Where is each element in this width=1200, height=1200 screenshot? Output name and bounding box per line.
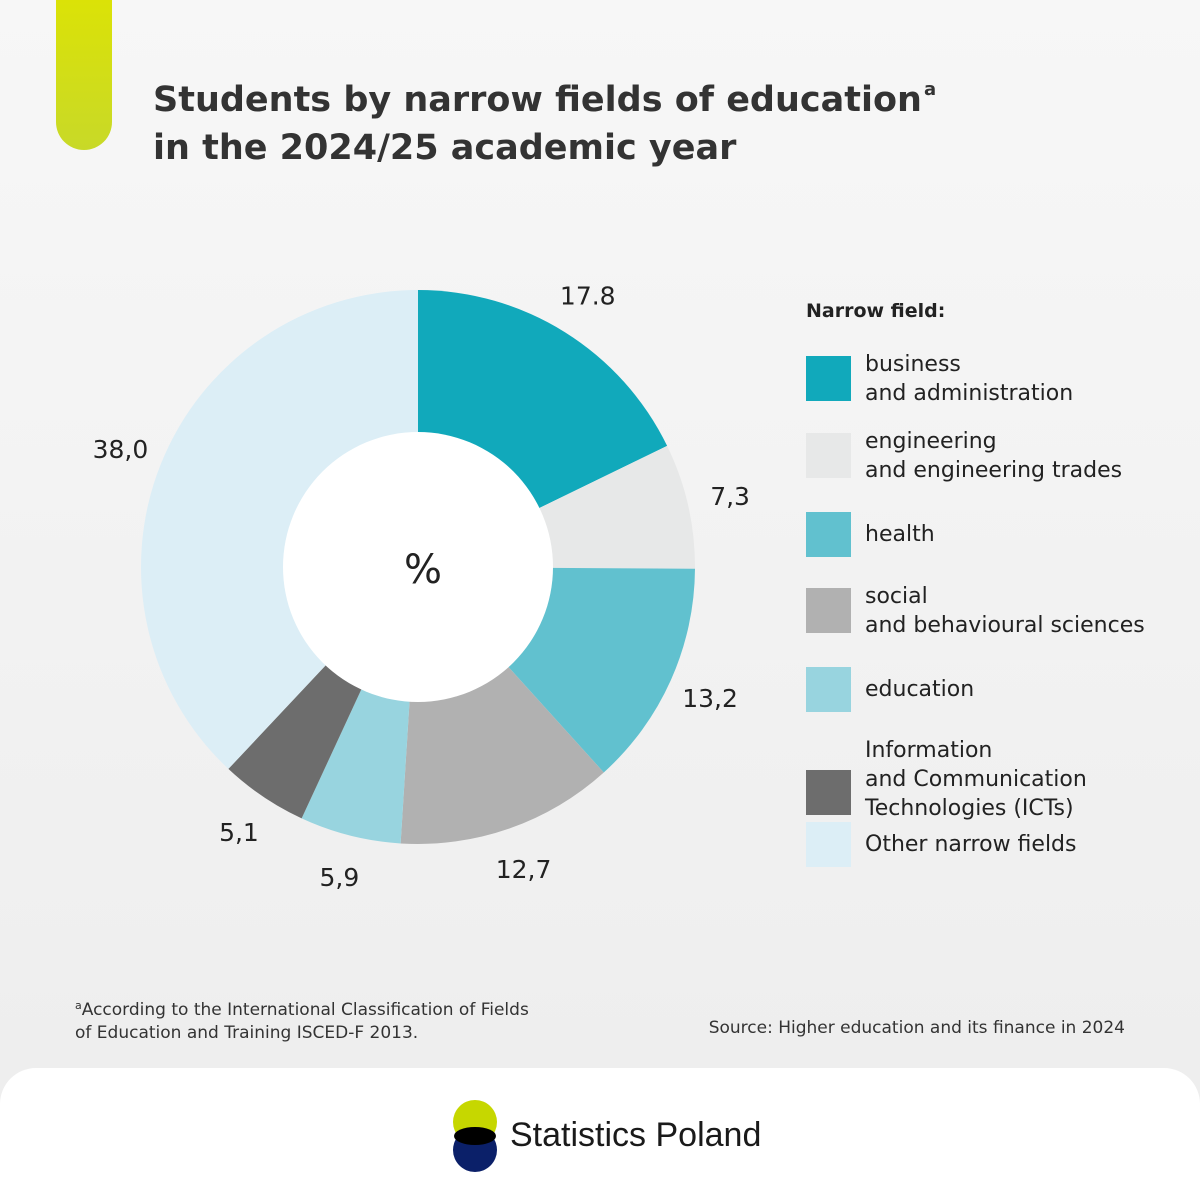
- legend-swatch: [806, 512, 851, 557]
- value-label-engineering-and-engineering-trades: 7,3: [710, 482, 750, 511]
- title-footnote-marker: a: [923, 79, 937, 100]
- legend-label: social and behavioural sciences: [865, 584, 1145, 638]
- legend-swatch: [806, 433, 851, 478]
- legend-label: business and administration: [865, 352, 1074, 406]
- legend-label: education: [865, 677, 975, 702]
- statistics-poland-logo-icon: [453, 1100, 497, 1172]
- center-unit-label: %: [404, 547, 442, 593]
- value-label-business-and-administration: 17.8: [560, 282, 616, 311]
- legend-title: Narrow field:: [806, 300, 946, 322]
- donut-hole: [283, 432, 553, 702]
- chart-title-line1: Students by narrow fields of education: [153, 80, 922, 120]
- legend-label: engineering and engineering trades: [865, 429, 1123, 483]
- footnote-text: According to the International Classific…: [75, 1000, 529, 1043]
- legend-swatch: [806, 822, 851, 867]
- legend-label: health: [865, 522, 935, 547]
- value-label-other-narrow-fields: 38,0: [93, 435, 149, 464]
- brand-name: Statistics Poland: [510, 1116, 762, 1154]
- legend-swatch: [806, 770, 851, 815]
- legend-swatch: [806, 356, 851, 401]
- legend: Narrow field: business and administratio…: [806, 300, 1186, 867]
- value-label-education: 5,9: [320, 863, 360, 892]
- legend-label: Information and Communication Technologi…: [865, 738, 1087, 821]
- footnote: aAccording to the International Classifi…: [75, 994, 595, 1045]
- slice-other-narrow-fields: [140, 290, 418, 769]
- footnote-marker: a: [75, 999, 82, 1012]
- value-label-information-and-communication-technologies-icts: 5,1: [219, 818, 259, 847]
- footer: Statistics Poland: [0, 1068, 1200, 1200]
- chart-title: Students by narrow fields of education a …: [153, 66, 936, 172]
- source-note: Source: Higher education and its finance…: [708, 1018, 1125, 1038]
- value-label-health: 13,2: [682, 684, 738, 713]
- chart-title-line2: in the 2024/25 academic year: [153, 128, 737, 168]
- legend-swatch: [806, 588, 851, 633]
- accent-bar: [56, 0, 112, 150]
- value-label-social-and-behavioural-sciences: 12,7: [496, 855, 552, 884]
- legend-label: Other narrow fields: [865, 832, 1077, 857]
- legend-swatch: [806, 667, 851, 712]
